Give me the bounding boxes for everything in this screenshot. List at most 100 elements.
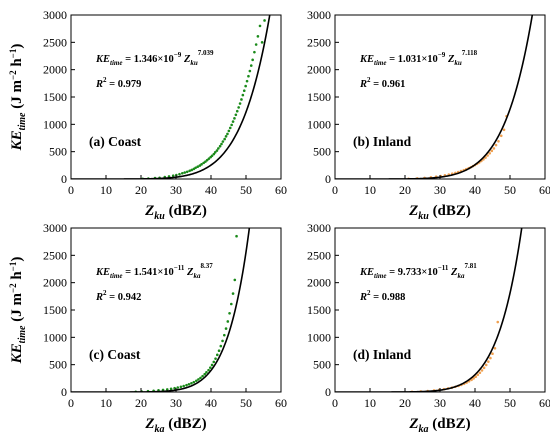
x-tick-label: 0 [332, 183, 338, 197]
data-point [210, 363, 214, 367]
data-point [248, 69, 252, 73]
data-point [221, 140, 225, 143]
equation-ke: KE [359, 267, 374, 278]
equation-power: 8.37 [200, 262, 213, 270]
y-tick-label: 1500 [307, 90, 331, 104]
data-point [182, 384, 185, 388]
equation-power: 7.81 [464, 262, 477, 270]
data-point [220, 142, 223, 146]
data-point [205, 371, 208, 374]
y-tick-label: 3000 [307, 221, 331, 235]
data-point [493, 346, 497, 350]
scatter-points [407, 114, 508, 179]
x-axis-title-sub: ka [155, 424, 165, 435]
x-axis-title: Zku (dBZ) [144, 203, 207, 222]
data-point [190, 168, 194, 172]
r-squared-label: R [95, 292, 103, 303]
data-point [218, 144, 222, 148]
data-point [242, 89, 246, 93]
x-tick-label: 20 [399, 183, 411, 197]
data-point [478, 371, 482, 375]
y-tick-label: 2500 [307, 35, 331, 49]
data-point [234, 113, 238, 117]
r-squared: R2 = 0.979 [95, 76, 141, 90]
equation-coefficient: = 1.346×10 [122, 54, 173, 65]
x-tick-label: 60 [275, 396, 287, 410]
data-point [496, 320, 500, 324]
x-tick-label: 50 [504, 396, 516, 410]
data-point [476, 373, 480, 377]
data-point [194, 166, 197, 170]
data-point [231, 292, 235, 295]
x-tick-label: 40 [469, 396, 481, 410]
equation-variable-sub: ku [190, 59, 198, 67]
x-axis-title-main: Z [408, 416, 418, 432]
x-tick-label: 40 [205, 183, 217, 197]
r-squared-label: R [95, 79, 103, 90]
x-axis-title-main: Z [408, 203, 418, 219]
x-tick-label: 30 [434, 183, 446, 197]
equation-ke-sub: time [110, 59, 122, 67]
equation-coefficient: = 1.541×10 [122, 267, 173, 278]
data-point [502, 128, 506, 132]
data-point [200, 163, 203, 166]
x-axis-title-unit: (dBZ) [429, 203, 471, 219]
y-tick-label: 2000 [307, 63, 331, 77]
y-tick-label: 1000 [43, 330, 67, 344]
equation-exponent: −11 [438, 264, 449, 272]
data-point [179, 385, 183, 389]
x-tick-label: 0 [68, 396, 74, 410]
equation-variable-sub: ka [457, 272, 465, 280]
data-point [241, 93, 245, 97]
data-point [260, 41, 264, 44]
data-point [203, 372, 206, 376]
y-axis-title-unit-sup: −2 [8, 70, 18, 80]
x-tick-label: 0 [332, 396, 338, 410]
data-point [171, 174, 175, 178]
data-point [213, 151, 217, 154]
data-point [235, 234, 238, 238]
x-tick-label: 20 [135, 183, 147, 197]
data-point [217, 147, 220, 150]
equation-coefficient: = 1.031×10 [386, 54, 437, 65]
y-axis-title-close: ) [9, 44, 25, 49]
panel-c-coast: 0 10 20 30 40 50 60050010001500200025003000KEt… [8, 221, 287, 435]
data-point [263, 19, 266, 22]
data-point [472, 377, 475, 380]
data-point [212, 360, 216, 364]
y-tick-label: 1500 [307, 303, 331, 317]
y-axis-title-unit: (J m [9, 293, 25, 326]
data-point [181, 171, 184, 175]
data-point [226, 320, 230, 323]
y-axis-title: KEtime (J m−2 h−1) [8, 44, 28, 152]
x-axis-title-sub: ku [154, 211, 165, 222]
data-point [201, 374, 204, 378]
y-tick-label: 1000 [307, 117, 331, 131]
x-tick-label: 30 [170, 396, 182, 410]
y-axis-title-unit: (J m [9, 80, 25, 113]
data-point [247, 74, 250, 78]
data-point [187, 382, 191, 386]
y-tick-label: 2500 [43, 35, 67, 49]
data-point [195, 379, 198, 383]
x-axis-title: Zka (dBZ) [144, 416, 206, 435]
equation-ke: KE [359, 54, 374, 65]
data-point [489, 356, 492, 360]
y-axis-title-sub: time [17, 325, 28, 343]
data-point [223, 137, 226, 141]
panel-label: (d) Inland [353, 347, 412, 362]
x-tick-label: 20 [399, 396, 411, 410]
fit-equation: KEtime = 1.541×10−11 Zka 8.37 [95, 262, 213, 280]
r-squared-sup: 2 [103, 76, 107, 84]
x-axis-title-unit: (dBZ) [165, 203, 207, 219]
x-axis-title: Zka (dBZ) [408, 416, 470, 435]
x-tick-label: 60 [539, 396, 550, 410]
y-tick-label: 0 [61, 385, 67, 399]
equation-ke-sub: time [110, 272, 122, 280]
panel-d-inland: 0 10 20 30 40 50 60 0 500 1000 1500 2000 2500 3000 KEt… [307, 221, 550, 435]
data-point [209, 366, 212, 369]
r-squared-sup: 2 [103, 289, 107, 297]
r-squared-value: = 0.961 [371, 79, 406, 90]
x-tick-label: 0 [68, 183, 74, 197]
data-point [204, 160, 207, 163]
